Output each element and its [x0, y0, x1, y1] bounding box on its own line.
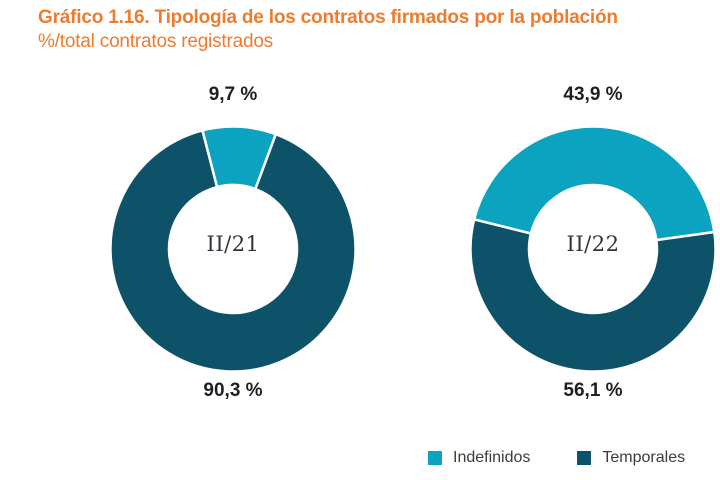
percent-label-temporales-ii22: 56,1 %	[563, 380, 623, 401]
legend-label-temporales: Temporales	[602, 449, 686, 466]
donut-segment-indefinidos	[472, 125, 716, 242]
donut-ring-ii22: II/22	[469, 125, 717, 373]
legend-label-indefinidos: Indefinidos	[453, 449, 531, 466]
legend-item-indefinidos: Indefinidos	[428, 450, 530, 466]
legend: Indefinidos Temporales	[428, 450, 685, 466]
percent-label-temporales-ii21: 90,3 %	[203, 380, 263, 401]
donut-segment-temporales	[109, 128, 357, 373]
chart-subtitle: %/total contratos registrados	[38, 31, 273, 52]
donut-chart-ii21: 9,7 % II/21 90,3 %	[102, 84, 364, 402]
donut-segment-temporales	[469, 217, 717, 373]
chart-title: Gráfico 1.16. Tipología de los contratos…	[38, 7, 618, 28]
donut-chart-ii22: 43,9 % II/22 56,1 %	[462, 84, 720, 402]
percent-label-indefinidos-ii21: 9,7 %	[208, 84, 258, 105]
donut-ring-ii21: II/21	[109, 125, 357, 373]
percent-label-indefinidos-ii22: 43,9 %	[563, 84, 623, 105]
legend-item-temporales: Temporales	[577, 450, 685, 466]
legend-swatch-temporales-icon	[577, 451, 592, 465]
legend-swatch-indefinidos-icon	[428, 451, 442, 465]
